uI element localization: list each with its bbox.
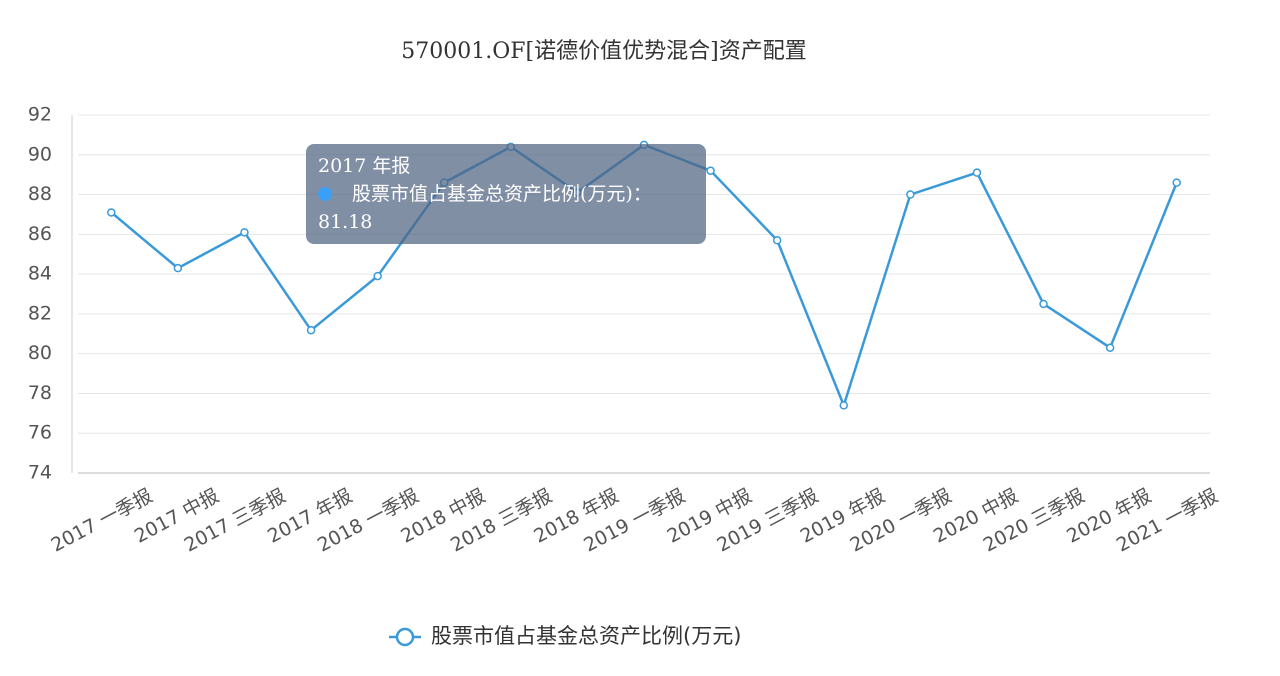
point <box>1039 299 1048 309</box>
point <box>1172 178 1181 187</box>
legend-label: 股票市值占基金总资产比例(万元) <box>431 624 741 648</box>
point <box>240 228 249 237</box>
y-tick-label: 80 <box>28 342 52 364</box>
chart-title: 570001.OF[诺德价值优势混合]资产配置 <box>401 39 806 64</box>
y-tick-label: 84 <box>28 263 52 285</box>
legend-marker <box>395 627 415 647</box>
y-tick-label: 92 <box>28 104 52 126</box>
point <box>173 263 183 273</box>
tooltip-dot <box>318 187 332 201</box>
y-tick-label: 74 <box>28 462 52 484</box>
y-tick-label: 88 <box>28 183 52 205</box>
point <box>1105 343 1115 352</box>
y-tick-label: 76 <box>28 422 52 444</box>
point <box>107 208 116 217</box>
point <box>706 166 715 175</box>
tooltip-body: 股票市值占基金总资产比例(万元)：81.18 <box>318 183 652 233</box>
point <box>839 401 849 410</box>
point <box>373 271 382 281</box>
y-tick-label: 86 <box>28 223 52 245</box>
y-tick-label: 78 <box>28 382 52 404</box>
tooltip: 2017 年报 股票市值占基金总资产比例(万元)：81.18 <box>306 144 706 244</box>
point <box>972 168 982 177</box>
point <box>906 190 915 199</box>
y-tick-label: 82 <box>28 302 52 324</box>
tooltip-text: 股票市值占基金总资产比例(万元)：81.18 <box>318 180 694 236</box>
tooltip-title: 2017 年报 <box>318 155 411 177</box>
point <box>306 325 316 335</box>
y-tick-label: 90 <box>28 143 52 165</box>
point <box>772 236 782 245</box>
